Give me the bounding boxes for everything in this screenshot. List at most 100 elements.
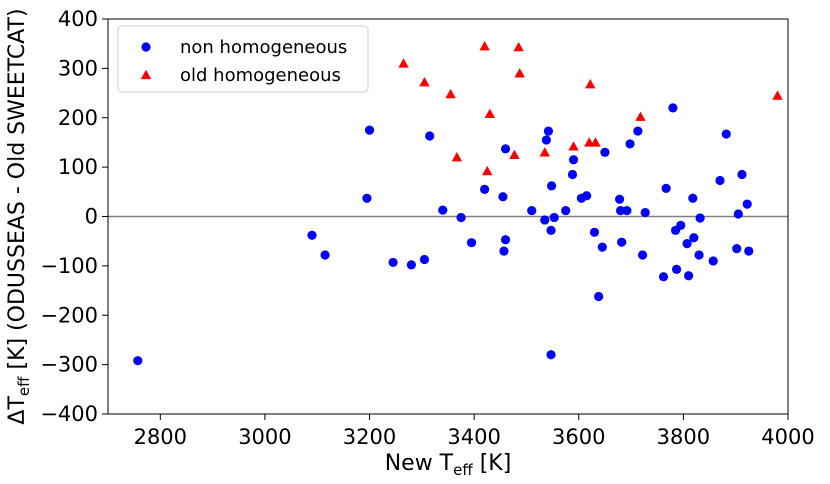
y-tick-label: −100	[40, 254, 98, 278]
data-point-triangle	[635, 111, 646, 121]
data-point-circle	[671, 264, 682, 274]
data-point-circle	[589, 227, 600, 237]
x-axis-label-main: New T	[385, 451, 454, 476]
legend-marker-old-homogeneous	[140, 69, 152, 80]
legend-box	[117, 25, 369, 93]
data-point-circle	[541, 135, 551, 145]
data-point-circle	[307, 230, 317, 240]
data-point-circle	[625, 139, 635, 149]
data-point-circle	[320, 250, 330, 260]
data-point-triangle	[539, 147, 550, 157]
data-point-circle	[594, 291, 604, 302]
data-point-circle	[500, 235, 511, 245]
data-point-circle	[546, 225, 556, 235]
data-point-circle	[419, 254, 430, 265]
data-point-circle	[567, 169, 578, 180]
y-tick-label: 0	[85, 205, 98, 229]
data-point-triangle	[484, 108, 496, 118]
data-point-triangle	[585, 78, 596, 89]
data-point-circle	[617, 237, 627, 247]
data-point-circle	[622, 205, 632, 216]
legend-marker-non-homogeneous	[141, 42, 151, 52]
data-point-circle	[640, 207, 650, 218]
x-tick-label: 4000	[761, 425, 814, 449]
data-point-circle	[499, 246, 509, 256]
data-point-circle	[406, 260, 416, 270]
data-point-circle	[597, 242, 607, 252]
data-point-circle	[614, 194, 625, 204]
data-point-circle	[546, 350, 556, 360]
data-point-circle	[364, 125, 375, 135]
data-point-circle	[568, 155, 579, 165]
data-point-triangle	[445, 88, 456, 99]
x-tick-label: 3800	[657, 425, 710, 449]
x-tick-label: 3600	[552, 425, 605, 449]
y-tick-label: 300	[58, 56, 98, 80]
data-point-circle	[456, 212, 466, 223]
data-point-circle	[737, 169, 747, 180]
data-point-circle	[688, 193, 698, 203]
x-axis-label: New Teff [K]	[385, 451, 512, 479]
series-old-homogeneous	[398, 40, 783, 176]
data-point-circle	[600, 147, 610, 157]
x-tick-label: 3200	[343, 425, 396, 449]
data-point-circle	[466, 238, 477, 248]
data-point-circle	[543, 126, 554, 136]
x-axis-label-units: [K]	[473, 451, 512, 476]
legend: non homogeneous old homogeneous	[117, 25, 369, 93]
data-point-circle	[133, 356, 143, 366]
data-point-circle	[582, 191, 592, 201]
data-point-triangle	[482, 165, 493, 176]
data-point-circle	[540, 215, 550, 225]
data-point-triangle	[514, 68, 525, 78]
data-point-triangle	[590, 137, 601, 147]
data-point-circle	[500, 144, 511, 154]
data-point-circle	[682, 239, 692, 249]
y-axis-label-main: ΔT	[5, 396, 30, 425]
y-tick-label: −300	[40, 353, 98, 377]
legend-label-old-homogeneous: old homogeneous	[180, 65, 341, 86]
y-tick-label: −200	[40, 303, 98, 327]
data-point-circle	[676, 220, 686, 230]
y-axis-label: ΔTeff [K] (ODUSSEAS - Old SWEETCAT)	[5, 8, 33, 424]
data-point-circle	[480, 184, 490, 194]
y-axis-label-rest: [K] (ODUSSEAS - Old SWEETCAT)	[5, 8, 30, 376]
x-tick-label: 2800	[134, 425, 187, 449]
data-point-circle	[661, 183, 671, 193]
data-point-circle	[733, 209, 743, 219]
data-point-triangle	[513, 41, 524, 52]
data-point-circle	[549, 212, 559, 223]
x-axis-label-subscript: eff	[453, 461, 473, 479]
y-tick-label: 100	[58, 155, 98, 179]
data-point-circle	[689, 233, 699, 243]
data-point-circle	[561, 205, 571, 216]
data-point-triangle	[568, 141, 579, 151]
data-point-circle	[721, 129, 731, 139]
data-point-circle	[546, 181, 557, 191]
data-point-circle	[744, 246, 754, 256]
chart-ticks: 2800 3000 3200 3400 3600 3800 4000−400−300−200…	[40, 7, 814, 449]
y-axis-label-subscript: eff	[15, 376, 33, 396]
data-point-circle	[527, 205, 537, 216]
data-point-circle	[425, 131, 435, 141]
series-non-homogeneous	[133, 103, 754, 366]
y-tick-label: 200	[58, 106, 98, 130]
data-point-circle	[498, 192, 508, 202]
data-point-circle	[362, 193, 372, 203]
data-point-triangle	[451, 152, 463, 162]
data-point-circle	[668, 103, 678, 113]
data-point-triangle	[398, 58, 409, 68]
legend-label-non-homogeneous: non homogeneous	[180, 37, 347, 58]
data-point-triangle	[509, 149, 520, 159]
data-point-circle	[742, 199, 752, 209]
data-point-circle	[708, 256, 718, 266]
data-point-circle	[732, 243, 742, 254]
data-point-circle	[684, 271, 694, 281]
data-point-triangle	[479, 40, 490, 51]
data-point-triangle	[772, 90, 783, 100]
x-tick-label: 3400	[447, 425, 500, 449]
y-tick-label: 400	[58, 7, 98, 31]
data-point-circle	[715, 175, 725, 186]
data-point-triangle	[419, 77, 430, 87]
